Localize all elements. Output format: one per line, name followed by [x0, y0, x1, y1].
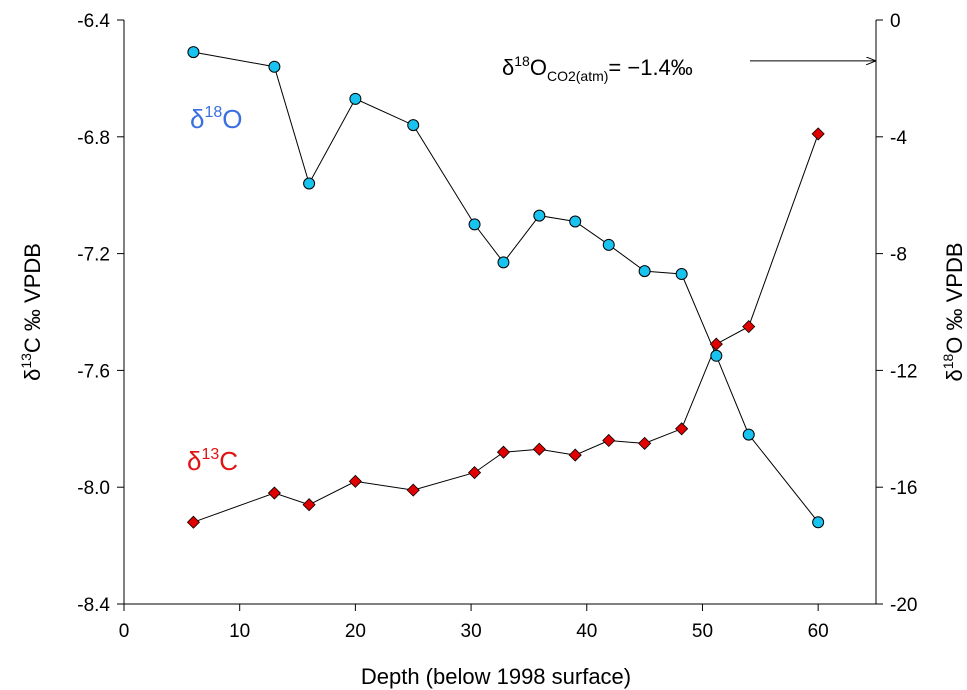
left-y-tick-label: -8.4: [77, 595, 110, 616]
point-d13c: [602, 433, 616, 448]
series-markers: [186, 46, 825, 529]
x-tick-label: 60: [808, 621, 829, 642]
x-tick-label: 10: [229, 621, 250, 642]
annotation-sup: 18: [514, 53, 530, 69]
point-d18o: [533, 209, 546, 222]
left-y-tick-label: -7.2: [77, 245, 110, 266]
point-d18o: [187, 46, 200, 59]
right-y-tick-label: 0: [890, 11, 901, 32]
right-y-axis-title-rest: O ‰ VPDB: [942, 242, 967, 353]
x-tick-label: 20: [345, 621, 366, 642]
left-y-tick-label: -6.8: [77, 128, 110, 149]
atmospheric-co2-annotation: δ18OCO2(atm)= −1.4‰: [502, 53, 693, 84]
point-d13c: [532, 442, 546, 456]
right-y-axis-title-prefix: δ: [942, 369, 967, 381]
point-d18o: [710, 349, 723, 362]
annotation-sub: CO2(atm): [547, 68, 608, 84]
annotation-prefix: δ: [502, 55, 514, 80]
x-tick-label: 0: [119, 621, 130, 642]
x-tick-label: 40: [576, 621, 597, 642]
x-axis-title: Depth (below 1998 surface): [361, 664, 631, 689]
point-d18o: [569, 215, 582, 228]
series-label-d18o-sup: 18: [204, 104, 222, 121]
right-y-tick-label: -20: [890, 595, 917, 616]
series-line-d13c: [193, 133, 819, 523]
point-d18o: [407, 119, 420, 132]
right-y-axis-title: δ18O ‰ VPDB: [940, 242, 967, 381]
point-d18o: [497, 256, 510, 269]
series-label-d13c-sup: 13: [201, 446, 219, 463]
point-d13c: [406, 483, 420, 497]
point-d13c: [186, 515, 200, 529]
point-d13c: [675, 422, 689, 436]
point-d18o: [675, 268, 688, 281]
x-axis-ticks: 0 10 20 30 40 50 60: [119, 604, 829, 642]
series-label-d18o: δ18O: [190, 104, 243, 134]
point-d18o: [602, 238, 615, 251]
annotation-base: O: [530, 55, 547, 80]
left-y-axis-title-sup: 13: [18, 353, 34, 369]
x-tick-label: 50: [692, 621, 713, 642]
left-y-axis-title-prefix: δ: [20, 369, 45, 381]
point-d13c: [742, 320, 756, 334]
point-d18o: [638, 265, 651, 278]
left-y-tick-label: -7.6: [77, 361, 110, 382]
series-label-d13c-prefix: δ: [187, 446, 201, 476]
plot-frame: [123, 20, 877, 605]
point-d13c: [638, 436, 652, 450]
right-y-tick-label: -8: [890, 245, 907, 266]
point-d18o: [468, 218, 481, 231]
point-d18o: [742, 428, 755, 441]
point-d13c: [267, 486, 281, 500]
right-y-tick-label: -16: [890, 478, 917, 499]
left-y-axis-title: δ13C ‰ VPDB: [18, 243, 45, 381]
point-d13c: [709, 337, 723, 351]
point-d18o: [303, 177, 316, 190]
left-y-axis-ticks: -8.4 -8.0 -7.6 -7.2 -6.8 -6.4: [77, 11, 124, 616]
point-d13c: [348, 474, 362, 488]
right-y-axis-title-sup: 18: [940, 354, 956, 370]
series-label-d18o-rest: O: [222, 104, 242, 134]
series-label-d13c-rest: C: [219, 446, 238, 476]
series-label-d13c: δ13C: [187, 446, 238, 476]
right-y-tick-label: -4: [890, 128, 907, 149]
left-y-tick-label: -6.4: [77, 11, 110, 32]
point-d13c: [568, 448, 582, 462]
point-d18o: [268, 60, 281, 73]
point-d13c: [811, 127, 825, 141]
point-d13c: [496, 445, 511, 459]
right-y-axis-ticks: -20 -16 -12 -8 -4 0: [876, 11, 917, 616]
annotation-rest: = −1.4‰: [608, 55, 692, 80]
left-y-axis-title-rest: C ‰ VPDB: [20, 243, 45, 353]
series-label-d18o-prefix: δ: [190, 104, 204, 134]
point-d18o: [812, 516, 825, 529]
point-d13c: [467, 466, 482, 480]
x-tick-label: 30: [461, 621, 482, 642]
right-y-tick-label: -12: [890, 361, 917, 382]
left-y-tick-label: -8.0: [77, 478, 110, 499]
point-d18o: [349, 92, 362, 105]
point-d13c: [302, 498, 316, 512]
